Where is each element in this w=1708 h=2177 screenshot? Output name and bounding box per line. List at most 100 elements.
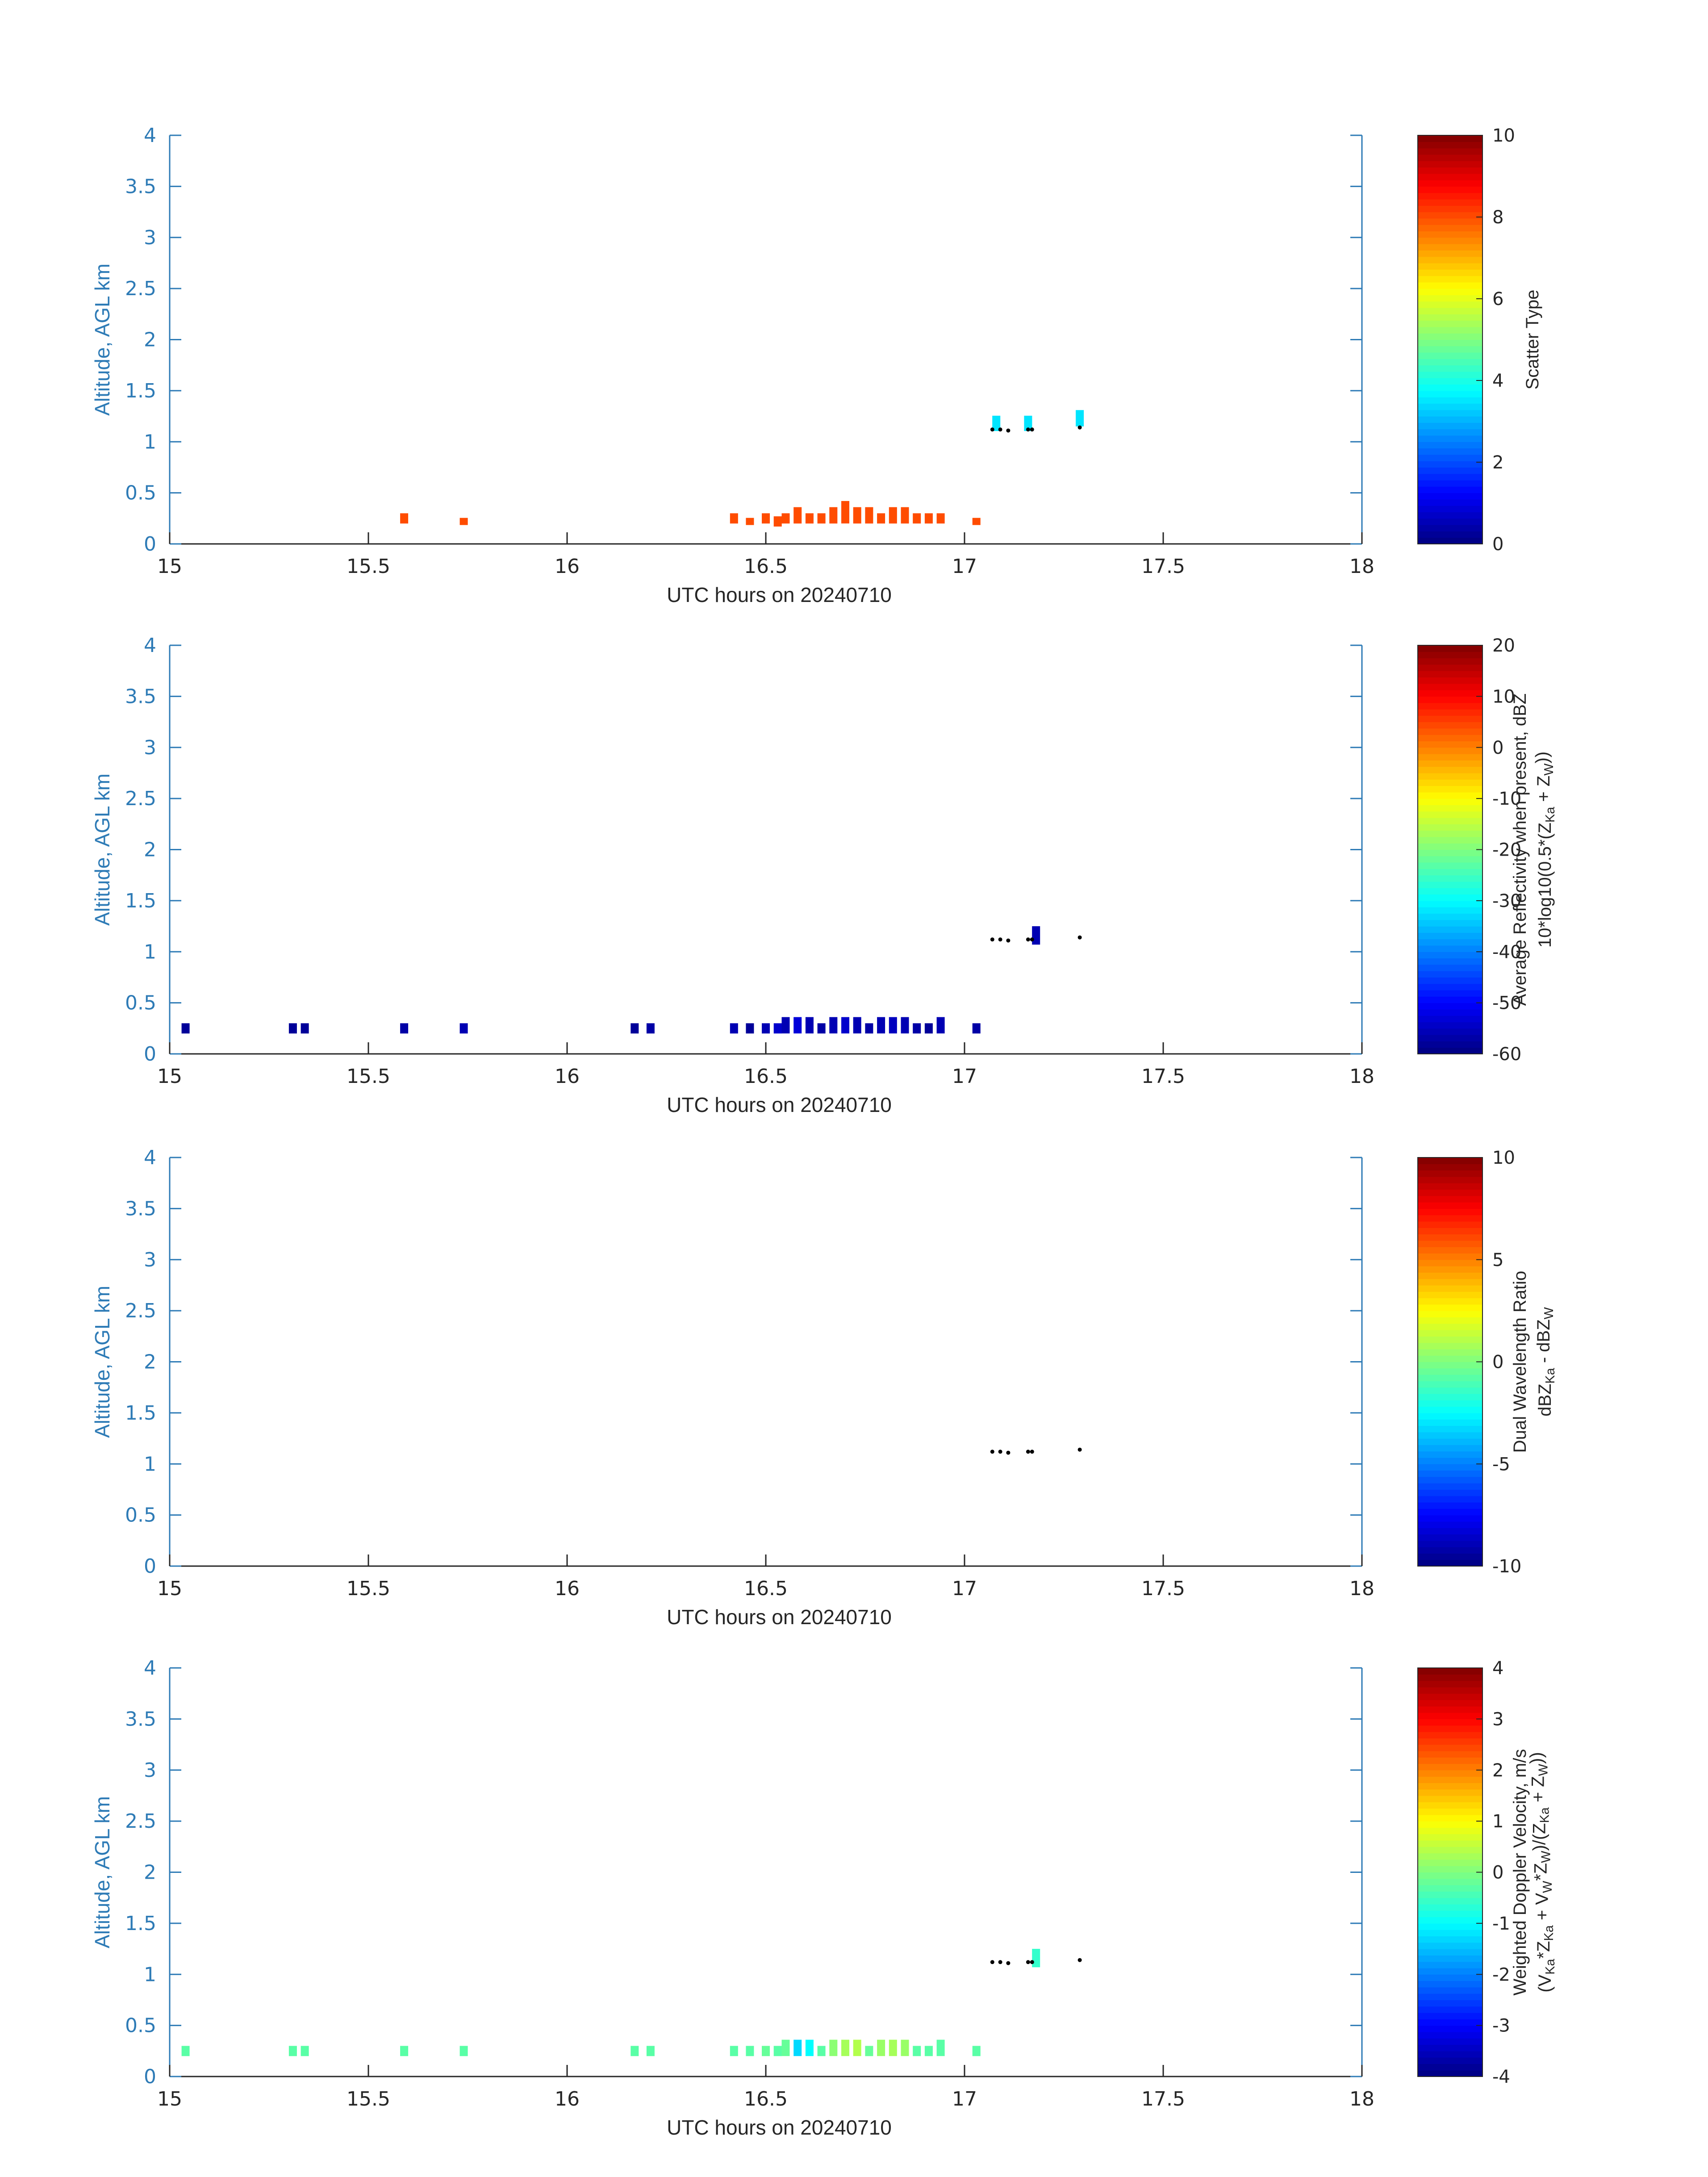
colorbar-swatch bbox=[1418, 1202, 1482, 1209]
data-cell bbox=[913, 2046, 921, 2056]
colorbar-swatch bbox=[1418, 346, 1482, 353]
colorbar-label: Dual Wavelength Ratio bbox=[1510, 1271, 1530, 1453]
data-cell bbox=[1032, 1949, 1040, 1968]
colorbar-swatch bbox=[1418, 518, 1482, 525]
colorbar-swatch bbox=[1418, 1897, 1482, 1905]
colorbar-swatch bbox=[1418, 1808, 1482, 1815]
data-cell bbox=[773, 1023, 782, 1034]
colorbar-swatch bbox=[1418, 1981, 1482, 1988]
colorbar-swatch bbox=[1418, 1923, 1482, 1930]
marker-point bbox=[1077, 935, 1082, 940]
data-cell bbox=[877, 1017, 885, 1034]
colorbar-swatch bbox=[1418, 493, 1482, 500]
data-cell bbox=[901, 1017, 909, 1034]
colorbar-swatch bbox=[1418, 1713, 1482, 1719]
colorbar-swatch bbox=[1418, 1234, 1482, 1241]
colorbar-swatch bbox=[1418, 537, 1482, 544]
colorbar-swatch bbox=[1418, 161, 1482, 168]
colorbar-swatch bbox=[1418, 499, 1482, 506]
x-tick-label: 18 bbox=[1349, 1065, 1374, 1088]
x-tick-label: 15 bbox=[157, 1577, 182, 1600]
colorbar-swatch bbox=[1418, 416, 1482, 423]
colorbar-swatch bbox=[1418, 760, 1482, 767]
colorbar-swatch bbox=[1418, 830, 1482, 837]
y-axis-label: Altitude, AGL km bbox=[91, 1286, 114, 1438]
colorbar-swatch bbox=[1418, 1304, 1482, 1311]
colorbar-swatch bbox=[1418, 1942, 1482, 1949]
y-tick-label: 1 bbox=[144, 430, 156, 453]
colorbar-swatch bbox=[1418, 1208, 1482, 1216]
colorbar-swatch bbox=[1418, 525, 1482, 532]
colorbar-tick-label: 0 bbox=[1492, 738, 1503, 758]
colorbar-tick-label: -5 bbox=[1492, 1454, 1510, 1475]
colorbar-swatch bbox=[1418, 461, 1482, 468]
y-tick-label: 2 bbox=[144, 1861, 156, 1884]
colorbar-swatch bbox=[1418, 722, 1482, 729]
colorbar-tick-label: -3 bbox=[1492, 2016, 1510, 2036]
colorbar-swatch bbox=[1418, 320, 1482, 327]
colorbar-swatch bbox=[1418, 843, 1482, 850]
colorbar-swatch bbox=[1418, 173, 1482, 180]
data-cell bbox=[841, 2039, 849, 2056]
colorbar-swatch bbox=[1418, 480, 1482, 487]
colorbar-swatch bbox=[1418, 1323, 1482, 1330]
data-cell bbox=[853, 1017, 861, 1034]
data-cell bbox=[400, 513, 409, 524]
colorbar-swatch bbox=[1418, 1176, 1482, 1183]
colorbar-swatch bbox=[1418, 728, 1482, 735]
marker-point bbox=[1006, 428, 1011, 433]
colorbar-swatch bbox=[1418, 1285, 1482, 1292]
colorbar-swatch bbox=[1418, 1189, 1482, 1196]
colorbar-swatch bbox=[1418, 2044, 1482, 2052]
colorbar-swatch bbox=[1418, 1375, 1482, 1381]
colorbar-swatch bbox=[1418, 1445, 1482, 1452]
y-axis-label: Altitude, AGL km bbox=[91, 773, 114, 926]
data-cell bbox=[901, 2039, 909, 2056]
colorbar-swatch bbox=[1418, 384, 1482, 391]
colorbar-swatch bbox=[1418, 2000, 1482, 2007]
y-tick-label: 4 bbox=[144, 1146, 156, 1169]
marker-point bbox=[1026, 427, 1030, 432]
x-tick-label: 15.5 bbox=[347, 1577, 390, 1600]
colorbar-swatch bbox=[1418, 2025, 1482, 2032]
colorbar-swatch bbox=[1418, 244, 1482, 251]
data-cell bbox=[793, 2039, 802, 2056]
colorbar-swatch bbox=[1418, 1164, 1482, 1171]
colorbar-tick-label: 10 bbox=[1492, 125, 1515, 146]
x-tick-label: 16 bbox=[555, 2088, 580, 2110]
data-cell bbox=[865, 1023, 873, 1034]
y-tick-label: 2.5 bbox=[125, 787, 156, 810]
data-cell bbox=[805, 1017, 814, 1034]
colorbar-swatch bbox=[1418, 326, 1482, 334]
data-cell bbox=[181, 1023, 190, 1034]
colorbar-swatch bbox=[1418, 1502, 1482, 1509]
colorbar-label: Average Reflectivity when present, dBZ bbox=[1510, 694, 1530, 1006]
colorbar-swatch bbox=[1418, 135, 1482, 142]
colorbar-swatch bbox=[1418, 836, 1482, 844]
x-tick-label: 17 bbox=[952, 555, 977, 578]
colorbar-swatch bbox=[1418, 677, 1482, 684]
colorbar-swatch bbox=[1418, 1464, 1482, 1471]
colorbar-swatch bbox=[1418, 913, 1482, 920]
x-tick-label: 16 bbox=[555, 1065, 580, 1088]
y-tick-label: 2 bbox=[144, 1351, 156, 1374]
colorbar-swatch bbox=[1418, 1009, 1482, 1016]
data-cell bbox=[992, 415, 1001, 431]
chart-panel-3: 0 0.5 1 1.5 2 2.5 3 3.5 4 15 15.5 16 16.5 17 17.5 18 UTC… bbox=[91, 1146, 1558, 1629]
y-tick-label: 0.5 bbox=[125, 2014, 156, 2037]
data-cell bbox=[781, 2039, 790, 2056]
x-tick-label: 17.5 bbox=[1141, 1065, 1185, 1088]
colorbar-tick-label: 0 bbox=[1492, 1352, 1503, 1373]
colorbar-tick-label: 0 bbox=[1492, 1863, 1503, 1883]
colorbar-swatch bbox=[1418, 1719, 1482, 1726]
y-tick-label: 1.5 bbox=[125, 380, 156, 402]
y-tick-label: 0 bbox=[144, 1043, 156, 1066]
colorbar-swatch bbox=[1418, 403, 1482, 410]
y-tick-label: 1 bbox=[144, 1453, 156, 1475]
data-cell bbox=[972, 1023, 981, 1034]
x-axis-label: UTC hours on 20240710 bbox=[667, 1605, 892, 1629]
data-cell bbox=[781, 1017, 790, 1034]
marker-point bbox=[1030, 1960, 1034, 1964]
data-cell bbox=[459, 1023, 468, 1034]
colorbar-swatch bbox=[1418, 849, 1482, 857]
